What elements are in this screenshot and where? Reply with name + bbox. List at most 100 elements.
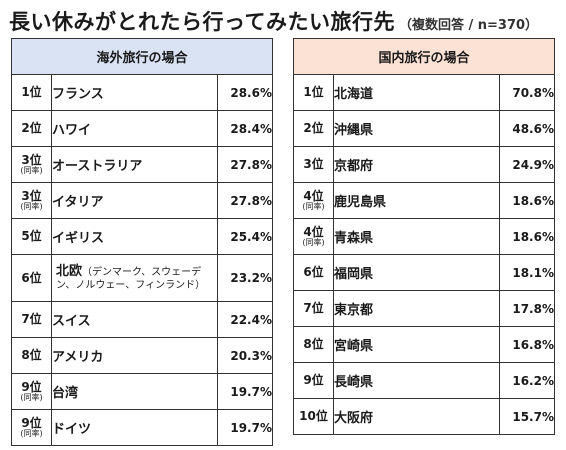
destination-name: 鹿児島県: [334, 195, 387, 210]
percentage-value: 22.4%: [230, 312, 272, 327]
percentage-cell: 24.9%: [499, 146, 555, 183]
percentage-value: 27.8%: [230, 193, 272, 208]
percentage-value: 20.3%: [230, 348, 272, 363]
rank-label: 3位: [303, 157, 324, 172]
table-row: 3位 京都府 24.9%: [293, 146, 555, 183]
rank-label: 1位: [303, 85, 324, 100]
rank-cell: 1位: [293, 74, 334, 111]
percentage-cell: 28.4%: [217, 110, 273, 147]
percentage-cell: 19.7%: [217, 373, 273, 410]
rank-label: 10位: [299, 409, 328, 424]
percentage-cell: 27.8%: [217, 146, 273, 183]
rank-label: 9位: [21, 379, 42, 394]
percentage-cell: 18.6%: [499, 218, 555, 255]
rank-cell: 4位 (同率): [293, 218, 334, 255]
percentage-value: 19.7%: [230, 420, 272, 435]
destination-cell: ハワイ: [51, 110, 218, 147]
destination-name: ドイツ: [52, 422, 92, 437]
destination-name: 長崎県: [334, 375, 374, 390]
rank-label: 3位: [21, 152, 42, 167]
destination-cell: フランス: [51, 74, 218, 111]
title-sub: （複数回答 / n=370）: [398, 18, 539, 33]
percentage-value: 27.8%: [230, 157, 272, 172]
destination-cell: ドイツ: [51, 409, 218, 446]
table-row: 10位 大阪府 15.7%: [293, 398, 555, 435]
destination-cell: 鹿児島県: [333, 182, 500, 219]
table-row: 7位 スイス 22.4%: [11, 301, 273, 338]
percentage-value: 24.9%: [512, 157, 554, 172]
rank-cell: 6位: [11, 254, 52, 302]
rank-cell: 8位: [11, 337, 52, 374]
destination-name: 北海道: [334, 87, 374, 102]
percentage-cell: 20.3%: [217, 337, 273, 374]
rank-label: 2位: [21, 121, 42, 136]
overseas-table-header: 海外旅行の場合: [11, 38, 273, 75]
table-row: 9位 (同率) ドイツ 19.7%: [11, 409, 273, 446]
destination-name: 宮崎県: [334, 339, 374, 354]
rank-cell: 1位: [11, 74, 52, 111]
rank-cell: 9位 (同率): [11, 373, 52, 410]
percentage-cell: 17.8%: [499, 290, 555, 327]
destination-cell: 沖縄県: [333, 110, 500, 147]
destination-cell: スイス: [51, 301, 218, 338]
destination-name: 北欧: [56, 263, 83, 279]
tie-label: (同率): [20, 393, 43, 403]
percentage-cell: 23.2%: [217, 254, 273, 302]
percentage-cell: 28.6%: [217, 74, 273, 111]
destination-cell: 長崎県: [333, 362, 500, 399]
table-row: 9位 長崎県 16.2%: [293, 362, 555, 399]
rank-label: 6位: [21, 270, 42, 285]
destination-name: フランス: [52, 87, 104, 102]
destination-name: 台湾: [52, 386, 79, 401]
table-row: 8位 アメリカ 20.3%: [11, 337, 273, 374]
destination-name: アメリカ: [52, 350, 104, 365]
percentage-value: 16.2%: [512, 373, 554, 388]
percentage-cell: 15.7%: [499, 398, 555, 435]
rank-label: 9位: [303, 373, 324, 388]
percentage-value: 17.8%: [512, 301, 554, 316]
percentage-cell: 48.6%: [499, 110, 555, 147]
destination-cell: イタリア: [51, 182, 218, 219]
destination-name: オーストラリア: [52, 159, 143, 174]
percentage-cell: 70.8%: [499, 74, 555, 111]
percentage-value: 19.7%: [230, 384, 272, 399]
table-row: 4位 (同率) 青森県 18.6%: [293, 218, 555, 255]
rank-label: 7位: [21, 312, 42, 327]
title-main: 長い休みがとれたら行ってみたい旅行先: [9, 10, 395, 34]
rank-cell: 3位 (同率): [11, 182, 52, 219]
destination-name: 京都府: [334, 159, 374, 174]
percentage-value: 48.6%: [512, 121, 554, 136]
percentage-cell: 18.1%: [499, 254, 555, 291]
percentage-cell: 18.6%: [499, 182, 555, 219]
rank-label: 2位: [303, 121, 324, 136]
destination-cell: 東京都: [333, 290, 500, 327]
destination-name: 福岡県: [334, 267, 374, 282]
destination-cell: イギリス: [51, 218, 218, 255]
chart-title: 長い休みがとれたら行ってみたい旅行先 （複数回答 / n=370）: [9, 6, 538, 36]
percentage-value: 28.6%: [230, 85, 272, 100]
overseas-ranking-table: 海外旅行の場合 1位 フランス 28.6% 2位 ハワイ 28.4% 3位 (同率) オーストラ…: [11, 38, 273, 446]
table-row: 8位 宮崎県 16.8%: [293, 326, 555, 363]
percentage-value: 16.8%: [512, 337, 554, 352]
destination-cell: 京都府: [333, 146, 500, 183]
domestic-ranking-table: 国内旅行の場合 1位 北海道 70.8% 2位 沖縄県 48.6% 3位 京都府 24.9% 4位…: [293, 38, 555, 435]
percentage-value: 18.1%: [512, 265, 554, 280]
rank-label: 4位: [303, 224, 324, 239]
rank-cell: 7位: [11, 301, 52, 338]
table-row: 6位 北欧（デンマーク、スウェーデン、ノルウェー、フィンランド） 23.2%: [11, 254, 273, 302]
destination-name: スイス: [52, 314, 91, 329]
percentage-value: 18.6%: [512, 229, 554, 244]
tie-label: (同率): [302, 202, 325, 212]
rank-label: 3位: [21, 188, 42, 203]
tie-label: (同率): [302, 238, 325, 248]
destination-cell: 宮崎県: [333, 326, 500, 363]
destination-cell: 北海道: [333, 74, 500, 111]
percentage-value: 28.4%: [230, 121, 272, 136]
percentage-value: 70.8%: [512, 85, 554, 100]
rank-cell: 4位 (同率): [293, 182, 334, 219]
destination-cell: 台湾: [51, 373, 218, 410]
rank-cell: 7位: [293, 290, 334, 327]
rank-label: 7位: [303, 301, 324, 316]
percentage-value: 25.4%: [230, 229, 272, 244]
rank-label: 1位: [21, 85, 42, 100]
